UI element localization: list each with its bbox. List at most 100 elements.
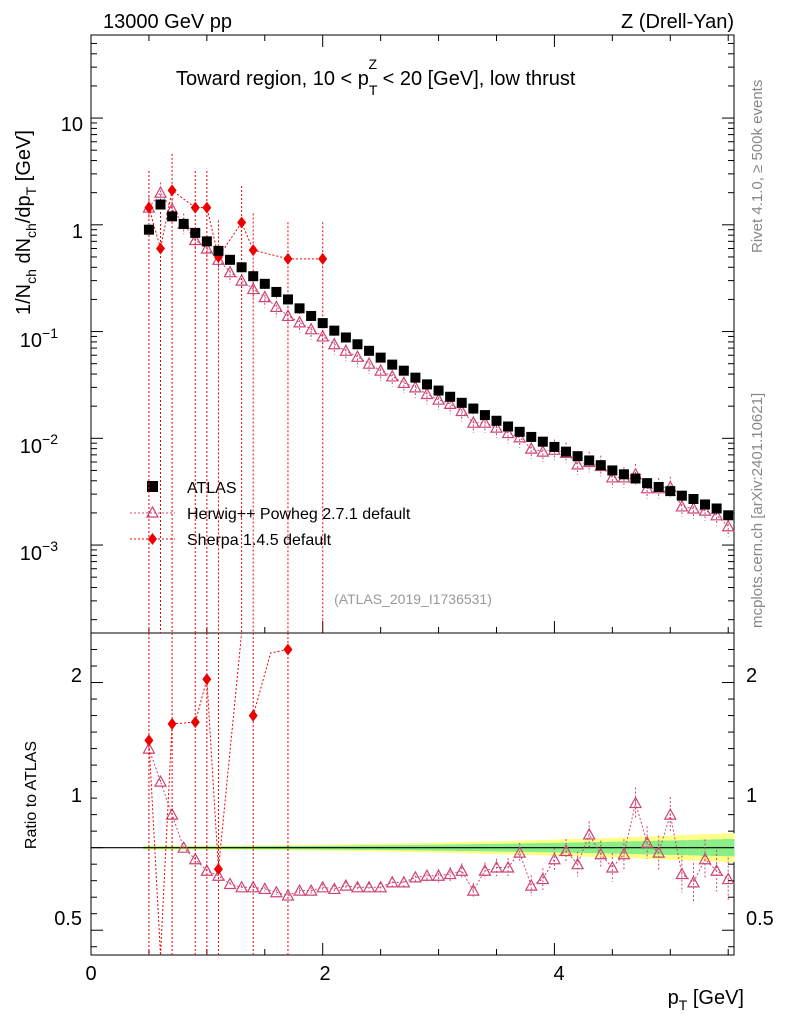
ratio-herwig-point: [188, 852, 202, 865]
atlas-point: [248, 271, 259, 282]
ratio-herwig-point: [269, 885, 283, 898]
atlas-point: [213, 245, 224, 256]
atlas-point: [503, 421, 514, 432]
herwig-point: [513, 430, 527, 443]
sherpa-point: [202, 201, 212, 214]
atlas-point: [329, 325, 340, 336]
herwig-point: [269, 300, 283, 313]
ratio-herwig-point: [640, 835, 654, 848]
atlas-point: [537, 436, 548, 447]
atlas-point: [352, 339, 363, 350]
ytick-label-0.01: 10−2: [20, 431, 58, 458]
herwig-point: [675, 499, 689, 512]
herwig-point: [524, 441, 538, 454]
ratio-herwig-point: [489, 860, 504, 873]
atlas-point: [306, 310, 317, 321]
ratio-ytick-right-0.5: 0.5: [746, 908, 774, 930]
ratio-herwig-point: [281, 888, 295, 901]
atlas-point: [282, 294, 293, 305]
ratio-herwig-point: [675, 867, 689, 880]
herwig-point: [698, 503, 712, 516]
ratio-sherpa-line: [217, 632, 243, 870]
herwig-point: [501, 426, 515, 439]
herwig-point: [293, 315, 307, 328]
ratio-ytick-1: 1: [71, 785, 82, 807]
atlas-point: [271, 286, 282, 297]
ratio-herwig-point: [559, 844, 573, 857]
herwig-point: [432, 392, 446, 405]
atlas-point: [433, 385, 444, 396]
ratio-sherpa-point: [190, 716, 200, 729]
ratio-sherpa-point: [202, 673, 212, 686]
atlas-point: [294, 303, 305, 314]
atlas-point: [421, 379, 432, 390]
ytick-label-0.001: 10−3: [20, 538, 58, 565]
ratio-herwig-point: [316, 880, 330, 893]
ratio-sherpa-line: [172, 679, 219, 870]
legend-herwig-label: Herwig++ Powheg 2.7.1 default: [187, 506, 411, 523]
atlas-point: [561, 446, 572, 457]
ratio-herwig-point: [582, 827, 596, 840]
ratio-herwig-point: [200, 864, 214, 876]
ratio-herwig-point: [466, 883, 480, 896]
ratio-herwig-point: [443, 867, 457, 880]
sherpa-point: [237, 216, 247, 229]
atlas-point: [259, 278, 270, 289]
ratio-herwig-point: [293, 883, 307, 896]
ratio-herwig-point: [501, 860, 515, 873]
sherpa-point: [248, 244, 258, 257]
xtick-label-0: 0: [85, 963, 96, 985]
ratio-herwig-point: [536, 872, 550, 885]
ratio-herwig-point: [327, 882, 341, 895]
ratio-herwig-point: [397, 875, 411, 888]
ratio-herwig-point: [408, 870, 422, 883]
ratio-herwig-point: [605, 860, 619, 873]
atlas-point: [665, 486, 676, 497]
herwig-point: [362, 356, 376, 369]
atlas-point: [479, 410, 490, 421]
sherpa-point: [213, 250, 223, 263]
main-plot-marks: [142, 153, 735, 633]
atlas-point: [572, 451, 583, 462]
ratio-herwig-point: [652, 845, 666, 858]
main-title: Toward region, 10 < pTZ < 20 [GeV], low …: [176, 56, 576, 98]
ratio-herwig-point: [235, 880, 249, 893]
herwig-point: [153, 185, 168, 198]
atlas-point: [456, 397, 467, 408]
ratio-herwig-point: [513, 845, 527, 858]
atlas-point: [445, 391, 456, 402]
atlas-point: [676, 490, 687, 501]
atlas-point: [549, 441, 560, 452]
ratio-herwig-point: [524, 878, 538, 891]
herwig-point: [686, 501, 700, 514]
atlas-point: [584, 455, 595, 466]
sherpa-point: [318, 252, 328, 265]
atlas-point: [607, 465, 618, 476]
legend-sherpa-marker: [148, 533, 157, 545]
ratio-sherpa-line: [252, 649, 289, 716]
herwig-point: [605, 470, 619, 483]
atlas-point: [190, 227, 201, 238]
atlas-point: [143, 224, 154, 235]
ratio-sherpa-point: [167, 717, 177, 730]
atlas-point: [711, 503, 722, 514]
ratio-herwig-point: [350, 880, 364, 893]
xtick-label-2: 2: [319, 963, 330, 985]
herwig-point: [710, 508, 724, 521]
ratio-herwig-point: [594, 847, 608, 860]
ratio-herwig-point: [362, 880, 376, 893]
ratio-sherpa-point: [283, 643, 293, 656]
ratio-plot-marks: [91, 632, 735, 956]
ratio-herwig-point: [663, 807, 677, 820]
herwig-point: [374, 363, 388, 376]
atlas-point: [410, 372, 421, 383]
herwig-point: [455, 404, 469, 417]
atlas-point: [526, 431, 537, 442]
header-left: 13000 GeV pp: [103, 11, 232, 33]
ratio-herwig-line: [148, 748, 729, 897]
atlas-point: [514, 426, 525, 437]
herwig-point: [327, 337, 341, 350]
main-y-label: 1/Nch dNch/dpT [GeV]: [13, 130, 39, 315]
ratio-herwig-point: [374, 880, 388, 893]
herwig-point: [489, 420, 504, 433]
